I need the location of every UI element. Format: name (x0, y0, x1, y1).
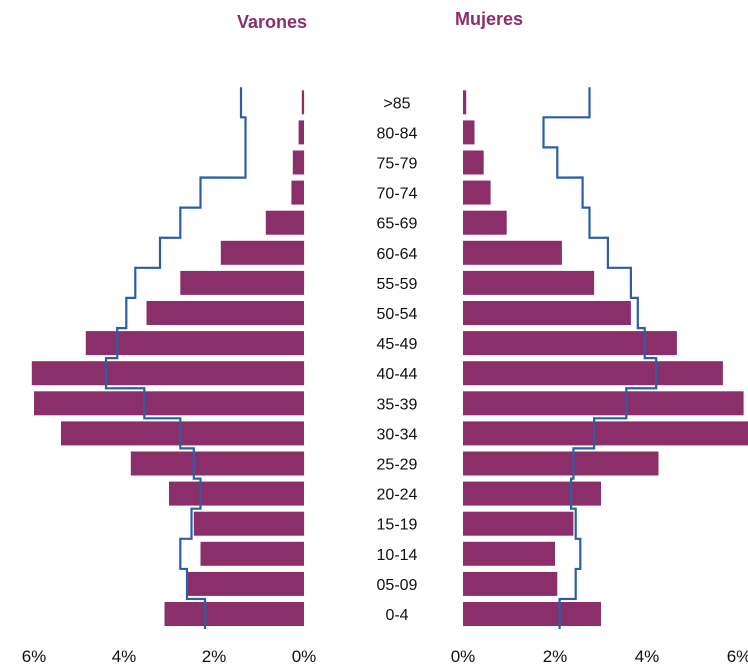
age-label-80-84: 80-84 (377, 125, 418, 142)
bar-mujeres-55-59 (463, 270, 595, 295)
age-label-0-4: 0-4 (385, 607, 408, 624)
step-lines-group (104, 87, 658, 629)
bar-mujeres-50-54 (463, 301, 631, 325)
bar-varones-65-69 (265, 210, 305, 235)
age-label-55-59: 55-59 (377, 276, 418, 293)
line-varones (104, 87, 247, 629)
bar-mujeres-10-14 (463, 541, 555, 566)
bar-mujeres-15-19 (463, 511, 574, 536)
age-label-05-09: 05-09 (377, 577, 418, 594)
age-label-40-44: 40-44 (377, 366, 418, 383)
bar-varones-20-24 (169, 481, 304, 506)
age-label-10-14: 10-14 (377, 547, 418, 564)
left-bars-group (31, 90, 305, 626)
bar-mujeres-70-74 (463, 180, 491, 205)
bar-mujeres-35-39 (463, 391, 744, 416)
age-label-60-64: 60-64 (377, 246, 418, 263)
left-axis-ticks: 6% 4% 2% 0% (22, 647, 317, 666)
right-tick-2: 2% (543, 647, 568, 666)
bar-mujeres-0-4 (463, 602, 601, 626)
bar-mujeres-65-69 (463, 210, 507, 235)
bar-varones-50-54 (146, 301, 304, 325)
bar-varones-40-44 (31, 361, 305, 386)
age-label->85: >85 (383, 95, 410, 112)
age-label-70-74: 70-74 (377, 186, 418, 203)
bar-varones-60-64 (220, 240, 305, 265)
bar-varones-05-09 (187, 571, 304, 596)
bar-varones-30-34 (61, 421, 304, 446)
bar-mujeres-20-24 (463, 481, 601, 506)
bar-mujeres-75-79 (463, 150, 484, 175)
left-tick-4: 4% (112, 647, 137, 666)
bar-mujeres-60-64 (463, 240, 562, 265)
bar-varones->85 (301, 90, 305, 115)
age-labels-group: 0-4 05-09 10-14 15-19 20-24 25-29 30-34 35-39 40… (377, 95, 418, 624)
right-bars-group (463, 90, 748, 626)
age-label-65-69: 65-69 (377, 216, 418, 233)
right-tick-4: 4% (635, 647, 660, 666)
bar-mujeres-80-84 (463, 120, 475, 145)
bar-varones-0-4 (164, 602, 304, 626)
bar-mujeres-05-09 (463, 571, 558, 596)
left-tick-2: 2% (202, 647, 227, 666)
age-label-45-49: 45-49 (377, 336, 418, 353)
bar-mujeres-25-29 (463, 451, 659, 476)
bar-varones-45-49 (85, 331, 304, 356)
age-label-20-24: 20-24 (377, 487, 418, 504)
right-tick-6: 6% (727, 647, 748, 666)
bar-varones-10-14 (200, 541, 304, 566)
bar-mujeres-45-49 (463, 331, 677, 356)
right-tick-0: 0% (451, 647, 476, 666)
bar-varones-25-29 (130, 451, 305, 476)
right-title: Mujeres (455, 9, 523, 29)
left-title: Varones (237, 12, 307, 32)
left-tick-0: 0% (292, 647, 317, 666)
line-mujeres (542, 87, 658, 629)
bar-mujeres->85 (463, 90, 467, 115)
bar-varones-80-84 (298, 120, 304, 145)
age-label-25-29: 25-29 (377, 457, 418, 474)
bar-varones-35-39 (34, 391, 304, 416)
bar-mujeres-40-44 (463, 361, 723, 386)
age-label-50-54: 50-54 (377, 306, 418, 323)
bar-mujeres-30-34 (463, 421, 748, 446)
age-label-75-79: 75-79 (377, 156, 418, 173)
age-label-35-39: 35-39 (377, 396, 418, 413)
bar-varones-75-79 (292, 150, 305, 175)
age-label-15-19: 15-19 (377, 517, 418, 534)
right-axis-ticks: 0% 2% 4% 6% (451, 647, 748, 666)
bar-varones-55-59 (180, 270, 305, 295)
bar-varones-70-74 (291, 180, 304, 205)
left-tick-6: 6% (22, 647, 47, 666)
bar-varones-15-19 (193, 511, 305, 536)
age-label-30-34: 30-34 (377, 426, 418, 443)
